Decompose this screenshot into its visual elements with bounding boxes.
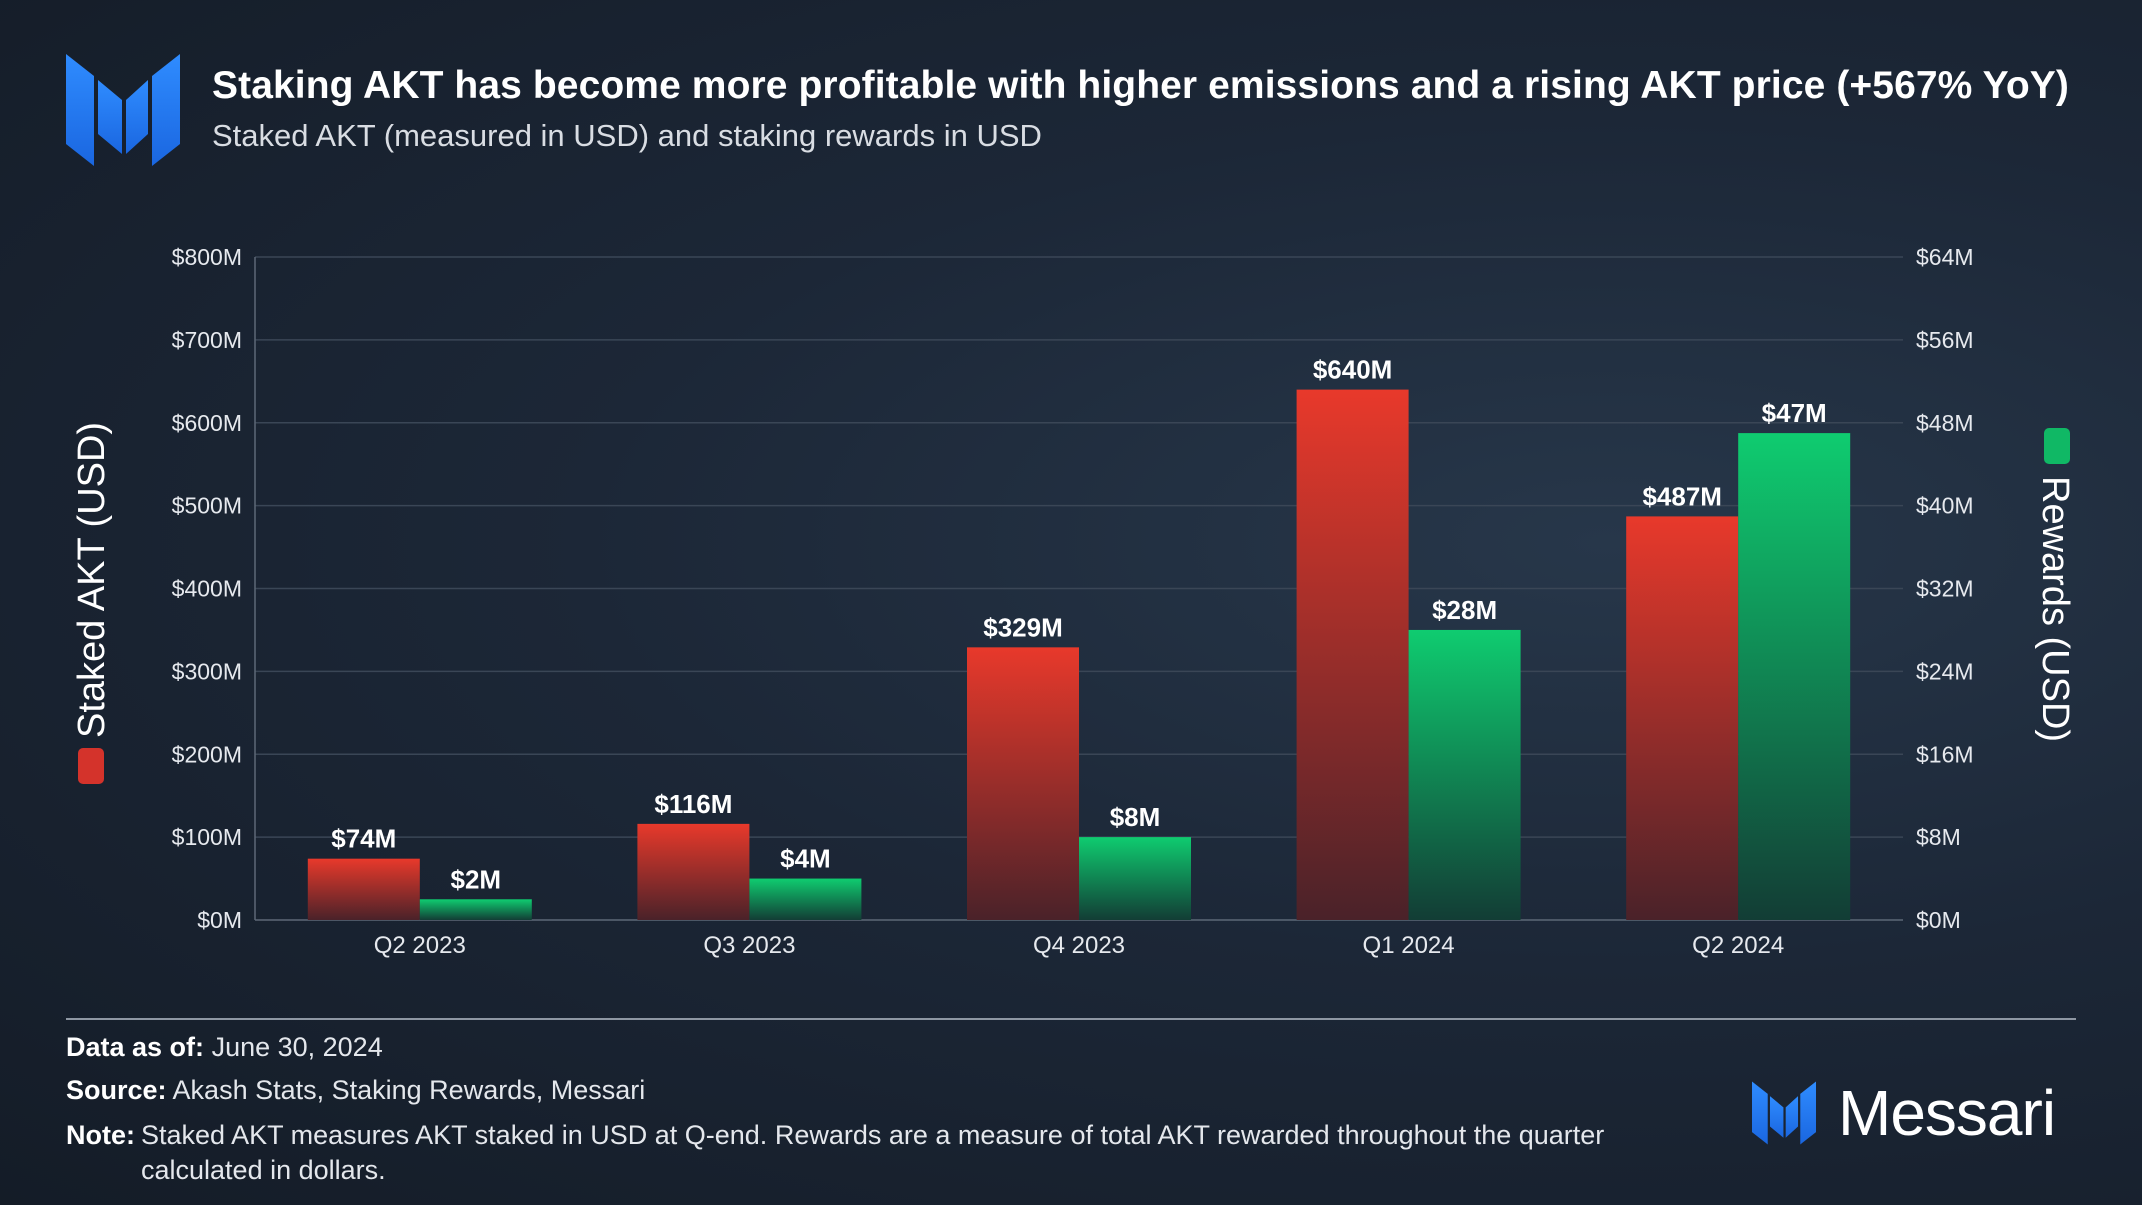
bar-staked [1626,516,1739,920]
source-label: Source: [66,1075,167,1105]
left-axis-title-group: Staked AKT (USD) [71,422,113,784]
data-label-rewards: $47M [1762,398,1827,428]
right-tick-label: $8M [1916,824,1961,850]
bar-staked [1296,389,1409,921]
left-axis-title: Staked AKT (USD) [71,422,113,738]
staked-legend-swatch [78,748,104,784]
note: Note: Staked AKT measures AKT staked in … [66,1118,1706,1188]
data-label-rewards: $4M [780,844,831,874]
x-tick-label: Q2 2023 [374,932,466,959]
data-label-staked: $116M [654,789,732,819]
left-axis-ticks: $0M $100M $200M $300M $400M $500M $600M $700M $8… [172,244,242,933]
right-tick-label: $40M [1916,493,1974,519]
data-label-rewards: $2M [451,864,502,894]
data-label-staked: $74M [331,824,396,854]
right-tick-label: $48M [1916,410,1974,436]
left-tick-label: $800M [172,244,242,270]
left-tick-label: $0M [197,907,242,933]
data-labels: $74M $2M $116M $4M $329M $8M $640M $28M $487M $47… [331,355,1826,895]
right-tick-label: $16M [1916,741,1974,767]
bar-rewards [1408,629,1521,920]
x-tick-label: Q3 2023 [703,932,795,959]
left-tick-label: $200M [172,741,242,767]
x-tick-label: Q1 2024 [1363,932,1455,959]
right-axis-title-group: Rewards (USD) [2034,428,2076,742]
source-value: Akash Stats, Staking Rewards, Messari [172,1075,646,1105]
note-label: Note: [66,1120,135,1150]
right-tick-label: $0M [1916,907,1961,933]
left-tick-label: $400M [172,576,242,602]
right-axis-title: Rewards (USD) [2034,476,2076,742]
right-tick-label: $64M [1916,244,1974,270]
data-as-of-value: June 30, 2024 [211,1032,383,1062]
data-label-rewards: $8M [1110,802,1161,832]
data-label-staked: $329M [983,612,1063,642]
bar-rewards [1079,837,1191,920]
bar-staked [637,823,750,920]
data-label-staked: $640M [1313,355,1393,385]
x-tick-label: Q2 2024 [1692,932,1784,959]
chart-subtitle: Staked AKT (measured in USD) and staking… [212,118,1042,153]
source: Source: Akash Stats, Staking Rewards, Me… [66,1075,645,1106]
bar-chart: $0M $100M $200M $300M $400M $500M $600M $700M $8… [71,244,2076,959]
brand-name: Messari [1838,1077,2056,1149]
messari-logo-icon [66,54,180,166]
data-as-of-label: Data as of: [66,1032,205,1062]
brand-logo: Messari [1752,1076,2056,1150]
bar-staked [307,858,420,920]
bar-staked [967,647,1079,920]
right-tick-label: $24M [1916,658,1974,684]
bar-rewards [1738,433,1851,920]
chart-title: Staking AKT has become more profitable w… [212,64,2070,107]
left-tick-label: $300M [172,658,242,684]
messari-brand-icon [1752,1081,1816,1145]
bars [307,389,1851,921]
rewards-legend-swatch [2044,428,2070,464]
footer-divider [66,1018,2076,1020]
bar-rewards [419,899,532,920]
right-axis-ticks: $0M $8M $16M $24M $32M $40M $48M $56M $64M [1916,244,1974,933]
data-label-staked: $487M [1642,481,1722,511]
x-tick-label: Q4 2023 [1033,932,1125,959]
x-axis-ticks: Q2 2023 Q3 2023 Q4 2023 Q1 2024 Q2 2024 [374,932,1784,959]
left-tick-label: $700M [172,327,242,353]
right-tick-label: $32M [1916,576,1974,602]
right-tick-label: $56M [1916,327,1974,353]
data-label-rewards: $28M [1432,595,1497,625]
note-text: Staked AKT measures AKT staked in USD at… [141,1120,1605,1185]
data-as-of: Data as of: June 30, 2024 [66,1032,383,1063]
left-tick-label: $600M [172,410,242,436]
left-tick-label: $100M [172,824,242,850]
bar-rewards [749,878,862,920]
left-tick-label: $500M [172,493,242,519]
